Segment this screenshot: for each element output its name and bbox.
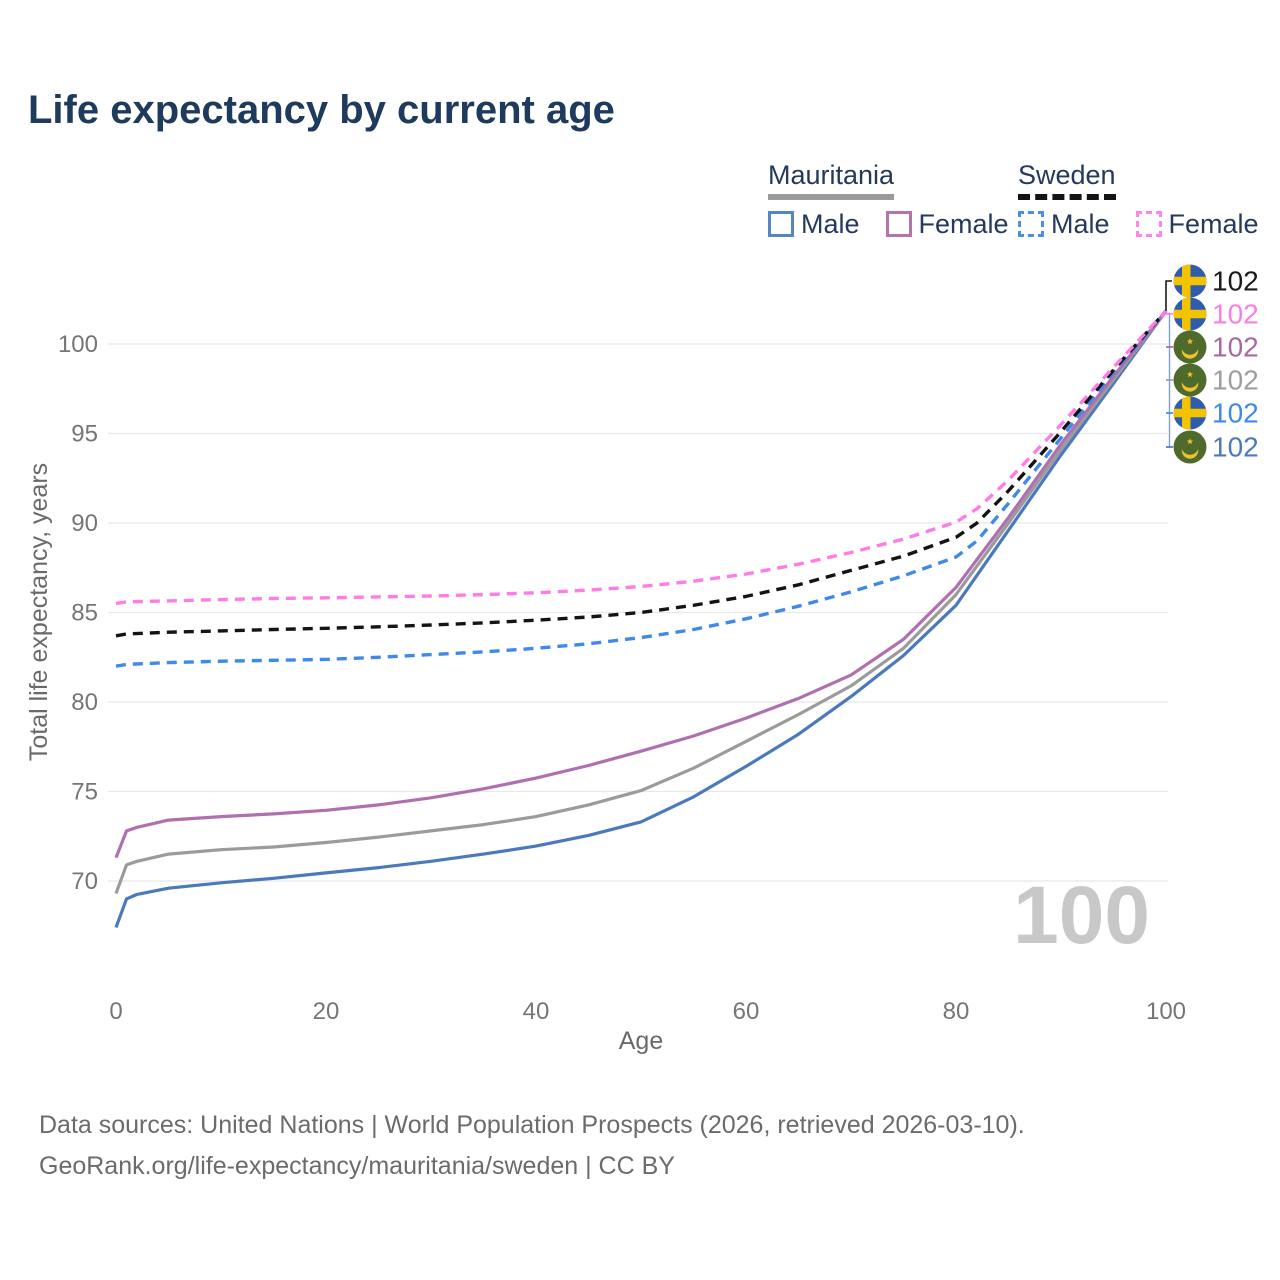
sweden-flag-icon: [1173, 396, 1207, 430]
footer-datasource: Data sources: United Nations | World Pop…: [39, 1111, 1025, 1139]
line-mauritania-total: [114, 309, 1168, 895]
legend-item-sweden-female[interactable]: Female: [1135, 208, 1259, 240]
footer: Data sources: United Nations | World Pop…: [39, 1105, 1025, 1187]
y-tick-label-90: 90: [71, 510, 98, 537]
end-label-value-4: 102: [1212, 398, 1259, 429]
legend-item-label: Male: [801, 208, 860, 239]
end-label-value-2: 102: [1212, 332, 1259, 363]
sweden-flag-icon: [1173, 297, 1207, 331]
line-sweden-male: [115, 309, 1168, 668]
mauritania-flag-icon: [1173, 330, 1207, 364]
end-label-1-sweden: 102: [1173, 297, 1259, 331]
y-tick-label-95: 95: [71, 421, 98, 448]
legend-group-mauritania: Mauritania Male Female: [768, 160, 1009, 240]
y-tick-label-80: 80: [71, 689, 98, 716]
x-tick-label-40: 40: [523, 998, 550, 1025]
end-label-5-mauritania: 102: [1173, 430, 1259, 464]
line-sweden-female: [115, 309, 1168, 606]
x-tick-label-60: 60: [733, 998, 760, 1025]
x-tick-label-80: 80: [943, 998, 970, 1025]
end-label-0-sweden: 102: [1173, 264, 1259, 298]
legend-items-mauritania: Male Female: [768, 209, 1009, 240]
legend-item-mauritania-female[interactable]: Female: [885, 208, 1009, 240]
y-tick-label-75: 75: [71, 779, 98, 806]
end-label-2-mauritania: 102: [1173, 330, 1259, 364]
legend-swatch-mauritania-female: [885, 211, 912, 238]
legend-group-title-mauritania: Mauritania: [768, 160, 895, 200]
line-mauritania-female: [114, 309, 1168, 859]
legend-item-label: Male: [1051, 208, 1110, 239]
page-title: Life expectancy by current age: [28, 88, 615, 132]
y-tick-label-85: 85: [71, 600, 98, 627]
legend-swatch-sweden-female: [1135, 211, 1162, 238]
end-label-value-0: 102: [1212, 266, 1259, 297]
legend-group-sweden: Sweden Male Female: [1018, 160, 1259, 240]
x-tick-label-100: 100: [1146, 998, 1186, 1025]
legend-swatch-sweden-male: [1018, 211, 1044, 238]
end-label-4-sweden: 102: [1173, 396, 1259, 430]
endpoint-connector-top: [1165, 280, 1172, 311]
y-tick-label-100: 100: [58, 331, 98, 358]
end-label-value-1: 102: [1212, 299, 1259, 330]
end-label-value-3: 102: [1212, 365, 1259, 396]
mauritania-flag-icon: [1173, 363, 1207, 397]
legend-item-label: Female: [918, 208, 1009, 239]
end-label-3-mauritania: 102: [1173, 363, 1259, 397]
legend-item-mauritania-male[interactable]: Male: [768, 209, 860, 240]
legend-item-label: Female: [1168, 208, 1259, 239]
legend-group-title-sweden: Sweden: [1018, 160, 1116, 200]
line-sweden-total: [115, 309, 1168, 638]
end-label-value-5: 102: [1212, 432, 1259, 463]
sweden-flag-icon: [1173, 264, 1207, 298]
age-counter-watermark: 100: [1013, 870, 1150, 961]
x-tick-label-20: 20: [313, 998, 340, 1025]
legend-items-sweden: Male Female: [1018, 209, 1259, 240]
line-mauritania-male: [114, 309, 1168, 929]
x-tick-label-0: 0: [109, 998, 122, 1025]
x-axis-title: Age: [619, 1027, 663, 1055]
legend-item-sweden-male[interactable]: Male: [1018, 209, 1110, 240]
mauritania-flag-icon: [1173, 430, 1207, 464]
y-tick-label-70: 70: [71, 868, 98, 895]
y-axis-title: Total life expectancy, years: [25, 463, 53, 761]
legend-swatch-mauritania-male: [768, 211, 794, 238]
footer-attribution: GeoRank.org/life-expectancy/mauritania/s…: [39, 1152, 675, 1180]
